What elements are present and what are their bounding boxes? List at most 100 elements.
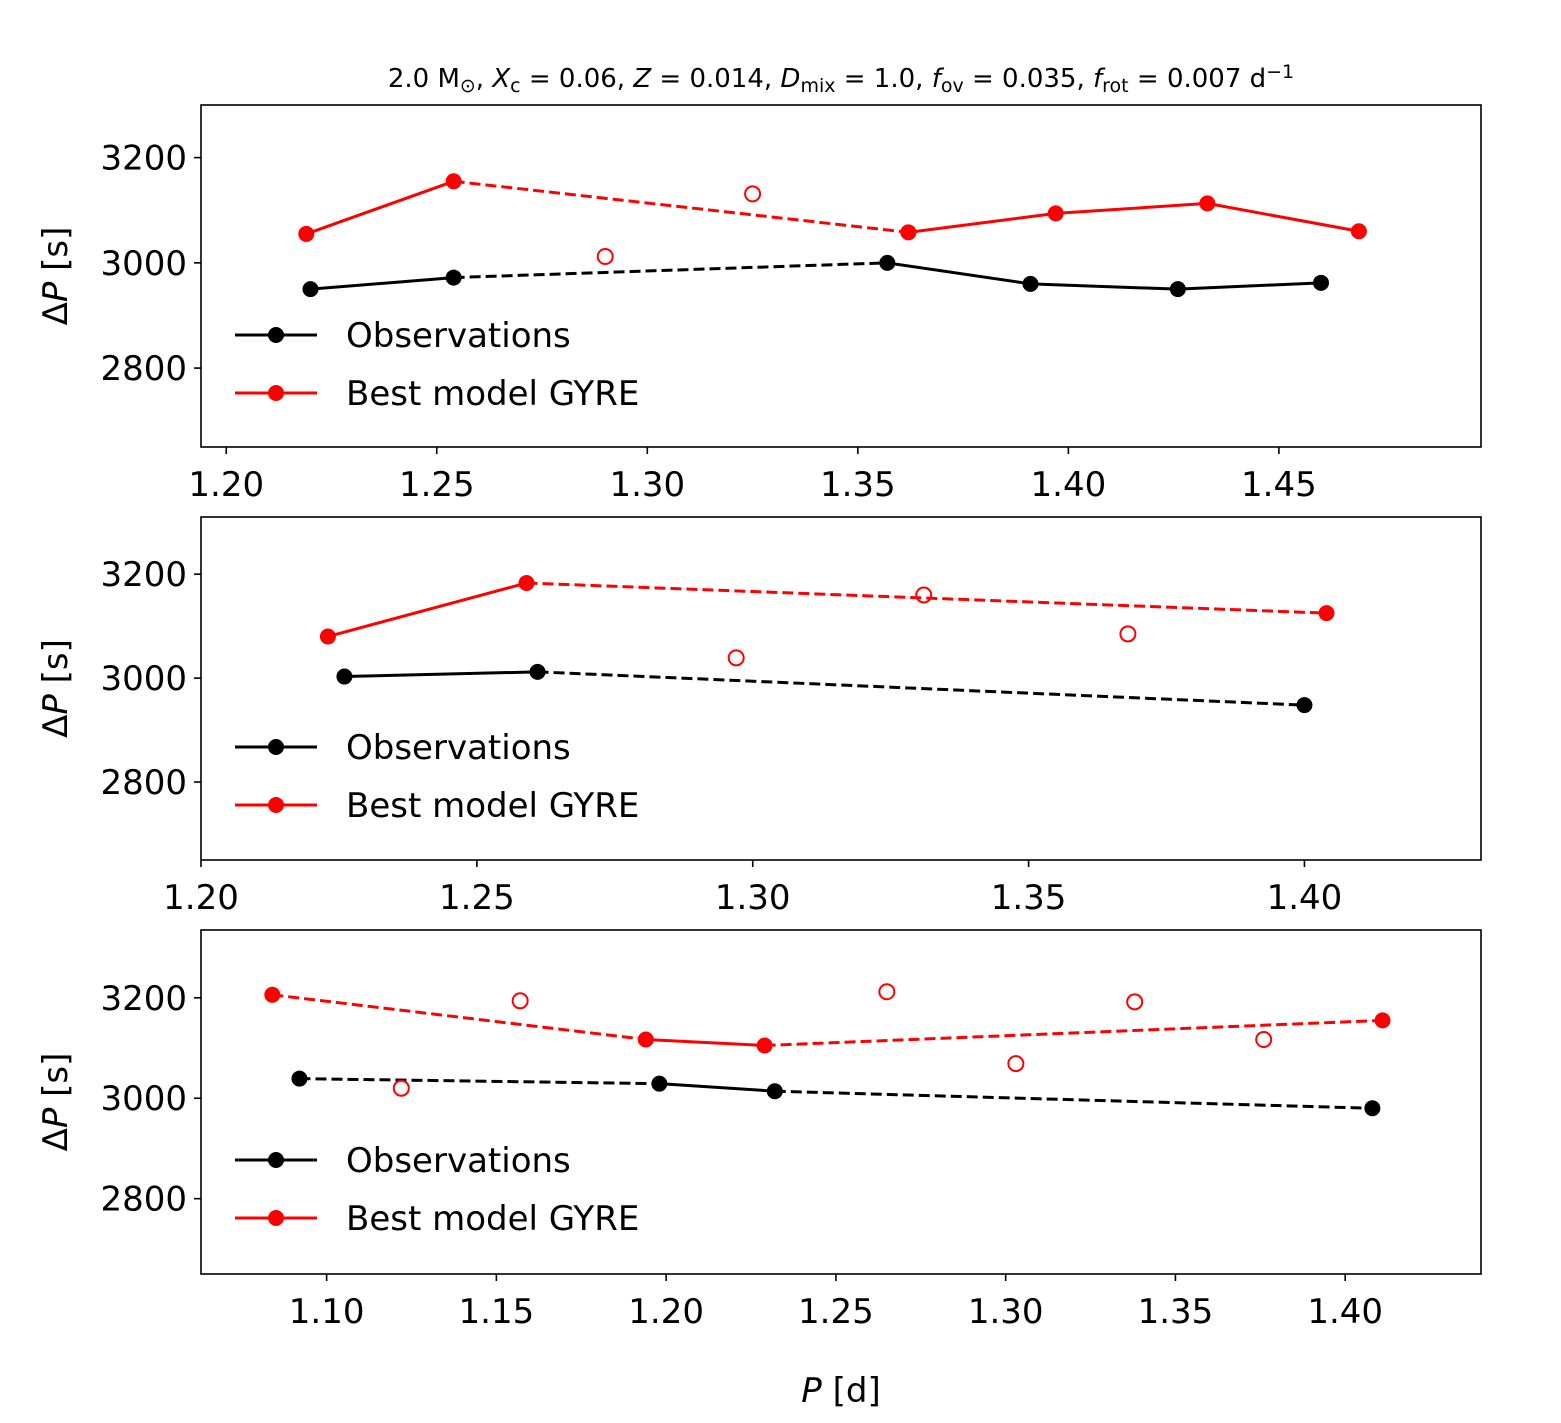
x-tick-label: 1.25	[439, 878, 515, 918]
y-tick-label: 2800	[100, 763, 187, 803]
model-unmatched-point	[511, 992, 529, 1010]
model-point	[1047, 205, 1064, 222]
observations-segment	[537, 670, 1305, 707]
observations-point	[1364, 1100, 1381, 1117]
y-axis-label: ΔP [s]	[36, 1053, 76, 1152]
model-point	[1318, 605, 1335, 622]
y-tick-label: 3000	[100, 244, 187, 284]
model-unmatched-point	[1119, 625, 1137, 643]
title-part: 2.0 M	[388, 64, 460, 94]
axes-frame	[200, 104, 1482, 448]
title-part: ⊙	[460, 75, 476, 97]
legend: Observations Best model GYRE	[235, 728, 639, 826]
x-tick-label: 1.30	[715, 878, 791, 918]
axes-frame	[200, 929, 1482, 1275]
figure-title: 2.0 M⊙, Xc = 0.06, Z = 0.014, Dmix = 1.0…	[388, 61, 1294, 96]
model-segment	[764, 1018, 1383, 1048]
observations-point	[1313, 274, 1329, 291]
observations-segment	[299, 1077, 660, 1086]
y-tick-label: 2800	[100, 1180, 187, 1220]
title-part: = 0.06,	[521, 64, 634, 94]
model-unmatched-point	[727, 649, 745, 667]
model-unmatched-point	[1126, 993, 1144, 1011]
observations-point	[879, 254, 896, 271]
model-series	[319, 575, 1335, 645]
model-point	[1374, 1012, 1391, 1029]
model-point	[319, 628, 336, 645]
model-point	[445, 173, 462, 190]
model-point	[637, 1031, 654, 1048]
x-tick-label: 1.30	[968, 1292, 1044, 1332]
y-axis-label-unit: [s]	[36, 639, 76, 694]
model-segment	[526, 581, 1327, 615]
legend-marker-observations	[268, 739, 284, 755]
legend-marker-observations	[268, 327, 284, 343]
observations-series	[291, 1070, 1381, 1117]
y-tick-label: 2800	[100, 349, 187, 389]
title-part: −1	[1266, 61, 1294, 83]
model-segment	[305, 179, 455, 236]
panel-3: 2800 3000 3200 1.10 1.15 1.20 1.25 1.30 1.35 1.40…	[36, 929, 1482, 1332]
title-part: = 0.014,	[651, 64, 780, 94]
observations-point	[445, 269, 462, 286]
title-part: Z	[632, 64, 652, 94]
y-axis-label-symbol: P	[36, 694, 76, 715]
title-part: D	[780, 64, 800, 94]
observations-series	[336, 663, 1313, 714]
y-tick-label: 3200	[100, 555, 187, 595]
model-point	[298, 225, 315, 242]
model-point	[1350, 223, 1367, 240]
panel-1: 2800 3000 3200 1.20 1.25 1.30 1.35 1.40 1.45 ΔP […	[36, 104, 1482, 505]
model-unmatched-point	[878, 983, 896, 1001]
model-segment	[327, 581, 527, 638]
model-unmatched-series	[727, 586, 1137, 667]
x-tick-label: 1.20	[188, 465, 264, 505]
x-tick-label: 1.35	[1138, 1292, 1214, 1332]
model-unmatched-point	[1255, 1030, 1273, 1048]
model-segment	[453, 179, 909, 234]
legend-marker-model	[268, 385, 284, 401]
title-part: ,	[476, 64, 493, 94]
y-axis-label: ΔP [s]	[36, 227, 76, 326]
title-part: = 1.0,	[835, 64, 931, 94]
y-tick-label: 3000	[100, 1079, 187, 1119]
model-segment	[1207, 201, 1360, 233]
model-unmatched-series	[392, 983, 1273, 1097]
model-point	[518, 575, 535, 592]
x-tick-label: 1.30	[609, 465, 685, 505]
title-part: = 0.035,	[964, 64, 1093, 94]
model-unmatched-series	[596, 185, 762, 266]
observations-segment	[310, 276, 454, 291]
x-tick-label: 1.25	[798, 1292, 874, 1332]
y-axis-label-unit: [s]	[36, 227, 76, 282]
legend-label-model: Best model GYRE	[346, 786, 639, 826]
legend-label-observations: Observations	[346, 728, 571, 768]
observations-point	[529, 663, 546, 680]
observations-point	[302, 281, 319, 298]
model-point	[1199, 195, 1216, 212]
observations-segment	[659, 1082, 775, 1093]
model-point	[756, 1037, 773, 1054]
model-segment	[645, 1037, 765, 1048]
x-tick-label: 1.10	[289, 1292, 365, 1332]
x-tick-label: 1.25	[399, 465, 475, 505]
title-part: rot	[1102, 75, 1128, 97]
observations-point	[1169, 281, 1186, 298]
model-segment	[908, 211, 1056, 234]
y-tick-label: 3000	[100, 659, 187, 699]
legend-label-model: Best model GYRE	[346, 374, 639, 414]
x-axis-label-unit: [d]	[822, 1371, 881, 1411]
model-unmatched-point	[915, 586, 933, 604]
title-part: c	[510, 75, 520, 97]
y-tick-label: 3200	[100, 979, 187, 1019]
x-axis-label-symbol: P	[801, 1371, 822, 1411]
legend: Observations Best model GYRE	[235, 1141, 639, 1239]
x-tick-label: 1.40	[1267, 878, 1343, 918]
legend-marker-observations	[268, 1152, 284, 1168]
y-axis-label-symbol: P	[36, 1107, 76, 1128]
y-axis-label-symbol: P	[36, 281, 76, 302]
legend-marker-model	[268, 797, 284, 813]
model-point	[264, 986, 281, 1003]
axes-frame	[200, 516, 1482, 861]
